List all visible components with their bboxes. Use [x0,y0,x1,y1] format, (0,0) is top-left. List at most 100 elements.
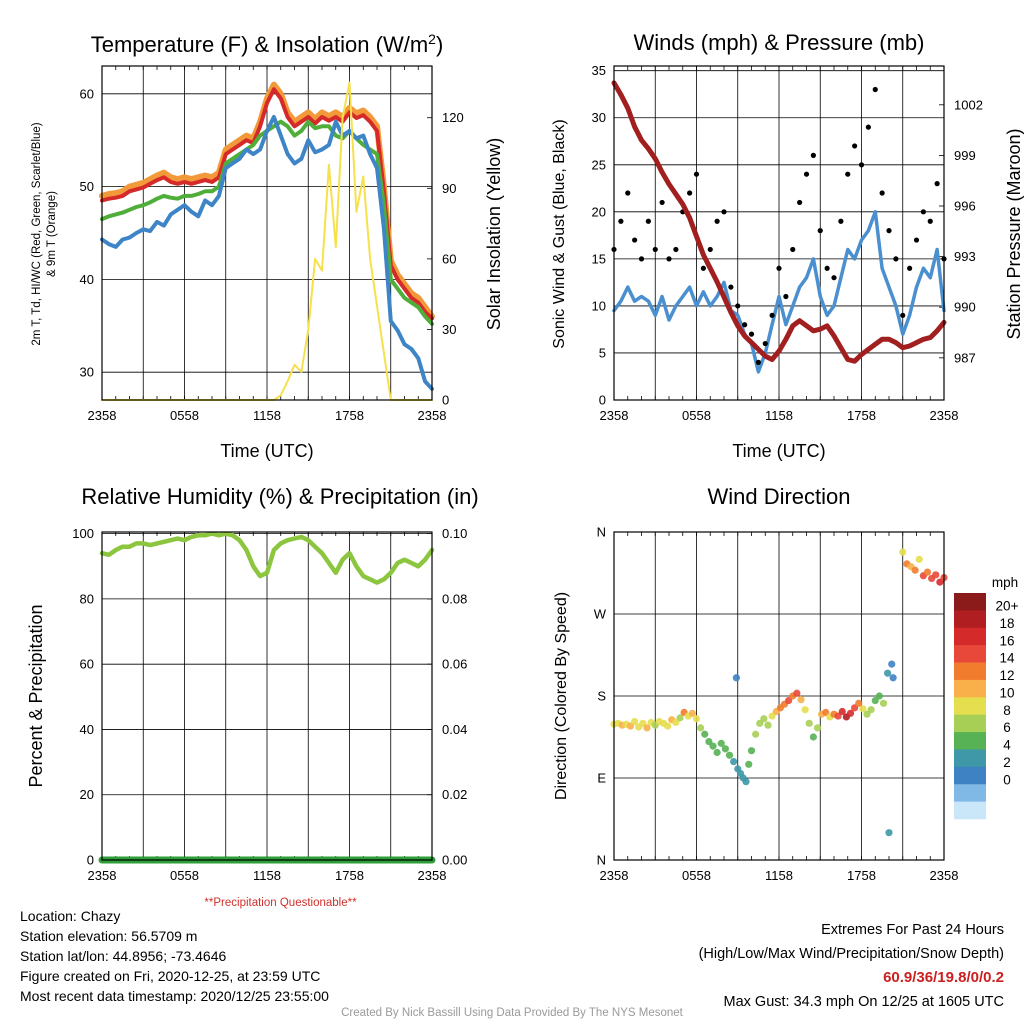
y2-tick-label: 999 [954,148,976,163]
station-info: Location: Chazy Station elevation: 56.57… [20,906,329,1006]
x-tick-label: 2358 [600,868,629,883]
gust-point [762,340,768,347]
credit-text: Created By Nick Bassill Using Data Provi… [341,1007,683,1019]
direction-point [801,706,809,714]
gust-point [728,284,734,290]
direction-point [885,829,893,837]
direction-point [752,730,760,738]
gust-point [632,237,638,243]
colorbar-swatch [954,766,986,785]
y2-axis-label: Solar Insolation (Yellow) [484,138,504,330]
y-tick-label: 30 [80,365,94,380]
y-tick-label: N [597,853,606,868]
direction-point [785,696,793,705]
gust-point [893,256,899,262]
direction-point [764,721,772,729]
panel-humidity: 2358 0558 1158 1758 23580204060801000.000.02… [26,484,479,883]
x-tick-label: 1158 [253,868,281,883]
direction-point [664,722,672,730]
direction-point [809,733,817,741]
title-end: ) [436,32,443,57]
colorbar-label: 16 [999,633,1014,648]
direction-point [688,709,696,717]
colorbar-label: 18 [999,616,1014,631]
y2-tick-label: 120 [442,110,464,125]
gust-point [625,190,631,196]
chart-title: Winds (mph) & Pressure (mb) [634,30,925,55]
latlon-text: Station lat/lon: 44.8956; -73.4646 [20,948,227,964]
direction-point [851,704,859,712]
x-tick-label: 2358 [418,408,447,423]
y-tick-label: 80 [80,591,94,606]
y-axis-label: 2m T, Td, HI/WC (Red, Green, Scarlet/Blu… [31,122,43,345]
series-line-sonic-wind [612,210,946,374]
y2-tick-label: 60 [442,251,456,266]
y2-tick-label: 0.00 [442,853,467,868]
x-tick-label: 1158 [765,408,793,423]
y-tick-label: 60 [80,657,94,672]
y2-tick-label: 0 [442,393,449,408]
gust-point [638,256,645,262]
gust-point [645,218,651,224]
x-tick-label: 1758 [335,868,364,883]
plot-frame [101,65,433,401]
direction-point [859,705,867,713]
y-axis-label-line2: & 9m T (Orange) [46,191,58,277]
direction-point [692,715,701,723]
y-axis-label: Sonic Wind & Gust (Blue, Black) [551,119,568,348]
colorbar-label: 6 [1003,720,1011,735]
direction-point [838,707,846,716]
colorbar-swatch [954,784,986,802]
plot-frame [101,531,433,861]
elevation-text: Station elevation: 56.5709 m [20,928,198,944]
gust-point [817,228,823,234]
y-tick-label: 5 [599,345,606,360]
direction-point [867,706,875,714]
gust-point [742,322,748,328]
colorbar-swatch [954,732,986,750]
colorbar-swatch [954,610,986,629]
colorbar-swatch [954,679,986,698]
y-axis-label: Percent & Precipitation [26,604,46,787]
gust-point [927,218,933,224]
extremes-values: 60.9/36/19.8/0/0.2 [883,969,1004,986]
x-tick-label: 1758 [847,868,876,883]
recent-timestamp-text: Most recent data timestamp: 2020/12/25 2… [20,988,329,1004]
y-tick-label: 30 [592,110,606,125]
x-axis-label: Time (UTC) [220,441,313,461]
plot-frame [613,531,945,861]
x-tick-label: 2358 [930,868,959,883]
y-tick-label: 25 [592,157,606,172]
series-line-station-pressure [611,80,947,364]
gust-point [838,218,844,224]
x-tick-label: 0558 [170,408,199,423]
direction-point [846,709,855,717]
series-line-2m-t [100,87,434,321]
colorbar-label: 12 [999,668,1014,683]
direction-point [747,747,756,755]
direction-point [639,719,647,727]
x-tick-label: 1758 [335,408,364,423]
x-tick-label: 2358 [418,868,447,883]
gust-point [920,209,926,215]
y2-tick-label: 987 [954,350,976,365]
gust-point [652,246,658,253]
x-tick-label: 0558 [170,868,199,883]
direction-point [672,718,680,727]
gust-point [845,171,851,177]
gust-point [783,293,789,300]
direction-point [676,714,684,722]
y-tick-label: S [597,689,606,704]
direction-point [643,724,651,732]
gust-point [934,181,940,187]
gust-point [797,199,803,206]
colorbar-title: mph [992,575,1018,590]
extremes-title: Extremes For Past 24 Hours [821,922,1004,938]
x-tick-label: 0558 [682,408,711,423]
direction-point [742,778,750,786]
y-tick-label: 40 [80,722,94,737]
colorbar-swatch [954,593,986,611]
colorbar-swatch [954,801,986,820]
direction-point [705,737,713,746]
